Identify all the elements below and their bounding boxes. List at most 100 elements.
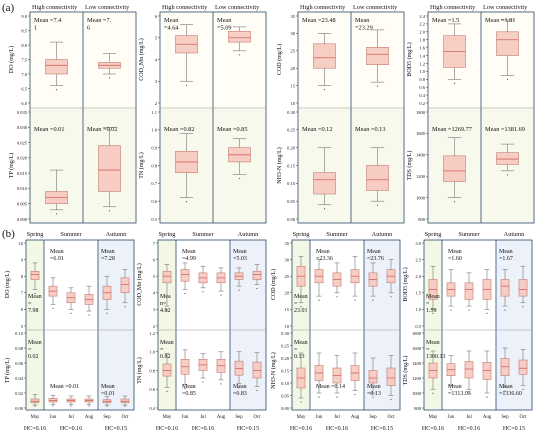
outlier-point [318,396,320,398]
outlier-point [372,396,374,398]
y-axis-label: COD_Mn (mg/L) [138,38,145,81]
y-tick-label: 0.20 [281,356,290,361]
mean-annotation: =4.99 [182,256,196,262]
header-low-connectivity: Low connectivity [215,4,260,11]
mean-annotation: =7.28 [101,256,115,262]
y-tick-label: 8.0 [21,43,27,48]
mean-annotation: 4.82 [160,308,171,314]
mean-annotation: =0.13 [367,391,381,397]
y-tick-label: 1.2 [149,331,155,336]
y-tick-label: 0.5 [151,217,157,222]
y-tick-label: 0.6 [151,199,157,204]
y-tick-label: 0.02 [15,391,23,396]
mean-annotation: Mean [164,17,179,24]
mean-annotation: Mean =7.4 [34,17,62,24]
hc-label-summer: HC=0.16 [326,426,348,432]
y-tick-label: 3.0 [415,241,421,246]
outlier-point [450,388,452,391]
y-tick-label: 0.00 [15,406,24,411]
box [496,31,519,56]
y-tick-label: 10 [291,101,296,106]
mean-annotation: 1.59 [426,308,437,314]
mean-annotation: 0.02 [28,354,39,360]
outlier-point [300,401,302,403]
season-label-autumn: Autumn [504,231,525,238]
outlier-point [124,306,126,308]
y-tick-label: 1200 [416,174,426,179]
box [368,370,378,384]
outlier-point [238,54,241,56]
y-tick-label: 1000 [412,391,422,396]
box [443,155,466,182]
outlier-point [88,405,90,407]
month-label: Aug [483,415,492,420]
outlier-point [323,89,326,91]
y-axis-label: NH3-N (mg/L) [270,352,277,389]
outlier-point [336,296,338,298]
month-label: Sep [103,415,111,420]
hc-label-spring: HC=0.16 [156,426,178,432]
season-label-spring: Spring [27,231,45,238]
y-tick-label: 1.8 [419,38,425,43]
y-tick-label: 0.00 [281,406,290,411]
season-label-spring: Spring [293,231,311,238]
y-tick-label: 0.7 [151,181,157,186]
y-tick-label: 0.8 [419,77,425,82]
box [496,152,519,165]
y-tick-label: 0.15 [287,163,296,168]
mean-annotation: =0.01 [101,391,115,397]
box [252,361,262,379]
hc-label-autumn: HC=0.15 [503,426,525,432]
y-tick-label: 0.4 [149,406,155,411]
panel-b-label: (b) [2,228,15,240]
y-tick-label: 1.5 [415,291,421,296]
outlier-point [70,312,72,314]
outlier-point [390,296,392,298]
month-label: Jul [466,415,472,420]
outlier-point [202,291,204,293]
y-tick-label: 0.30 [287,110,296,115]
y-tick-label: 30 [291,31,296,36]
y-tick-label: 0.4 [419,93,425,98]
mean-annotation: Mean [367,384,381,390]
y-tick-label: 3 [155,79,158,84]
outlier-point [372,299,374,301]
y-tick-label: 6.5 [21,86,27,91]
box [162,363,172,377]
text-layer: High connectivity Low connectivity 6.0 6.5 7… [4,4,528,432]
mean-annotation: Mean [182,384,196,390]
mean-annotation: 23.01 [294,308,308,314]
panel-b-frame [291,239,401,411]
y-tick-label: 1200 [412,376,422,381]
box [98,145,121,192]
hc-label-autumn: HC=0.15 [371,426,393,432]
outlier-point [106,312,108,314]
hc-label-spring: HC=0.16 [24,426,46,432]
autumn-background [230,240,266,410]
y-axis-label: TDS (mg/L) [402,356,409,386]
mean-annotation: =1.60 [448,256,462,262]
outlier-point [506,174,509,176]
y-tick-label: 2.5 [415,257,421,262]
outlier-point [34,292,36,295]
y-axis-label: BOD5 (mg/L) [402,267,409,301]
mean-annotation: Mean =7. [87,17,112,24]
mean-annotation: 0.13 [294,354,305,360]
y-tick-label: 1800 [412,331,422,336]
hc-label-autumn: HC=0.15 [105,426,127,432]
mean-annotation: Mean [28,340,42,346]
y-tick-label: 0.9 [151,145,157,150]
y-tick-label: 2.2 [419,22,425,27]
hc-label-autumn: HC=0.15 [237,426,259,432]
outlier-point [108,210,111,212]
autumn-background [98,240,134,410]
mean-annotation: = [426,301,430,307]
y-tick-label: 7 [21,291,24,296]
spring-background [292,240,310,410]
box [518,279,528,297]
box [30,270,40,280]
box [464,282,474,300]
y-axis-label: TDS (mg/L) [406,151,413,181]
y-tick-label: 8 [21,274,24,279]
y-tick-label: 0.005 [17,202,28,207]
